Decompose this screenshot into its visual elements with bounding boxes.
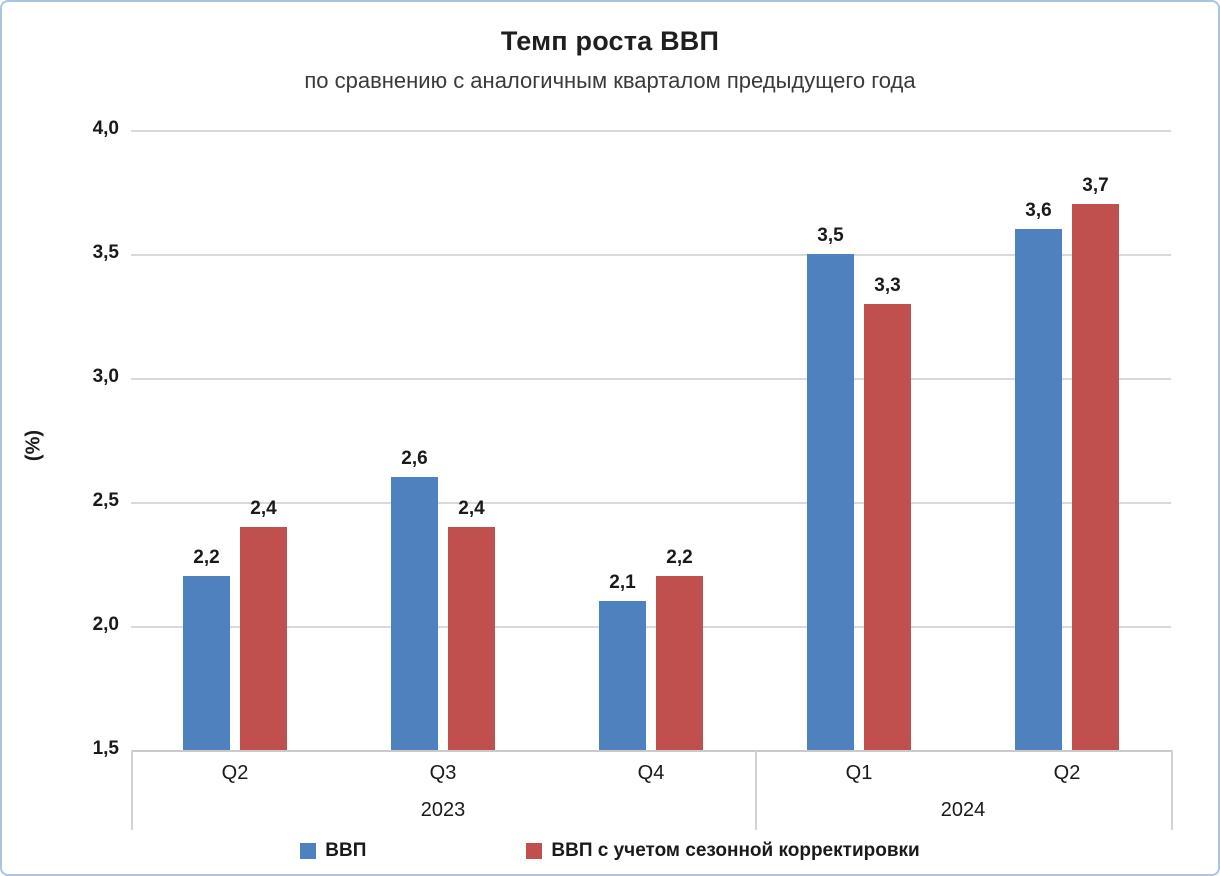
bar-series1-group1: [183, 576, 230, 750]
legend-item-vvp-adjusted: ВВП с учетом сезонной корректировки: [526, 840, 920, 862]
year-label: 2023: [420, 799, 466, 821]
legend-label: ВВП: [325, 840, 367, 861]
bar-value-label: 3,6: [1025, 200, 1052, 222]
category-label: Q2: [221, 762, 249, 784]
bar-value-label: 2,1: [609, 572, 636, 594]
bar-series2-group1: [240, 526, 287, 750]
bar-value-label: 3,7: [1082, 175, 1109, 197]
y-tick-label: 2,0: [92, 614, 119, 635]
category-label: Q1: [845, 762, 873, 784]
year-label: 2024: [940, 799, 986, 821]
bar-series2-group2: [448, 526, 495, 750]
legend-label: ВВП с учетом сезонной корректировки: [551, 840, 920, 861]
category-label: Q4: [637, 762, 665, 784]
y-tick-label: 3,5: [92, 242, 119, 263]
bar-series2-group3: [656, 576, 703, 750]
gridline: [131, 254, 1171, 256]
bar-value-label: 3,3: [874, 274, 901, 296]
y-tick-label: 2,5: [92, 490, 119, 511]
bar-value-label: 2,4: [250, 497, 277, 519]
bar-series1-group2: [391, 477, 438, 750]
y-tick-label: 3,0: [92, 366, 119, 387]
gridline: [131, 378, 1171, 380]
y-tick-label: 4,0: [92, 118, 119, 139]
chart-subtitle: по сравнению с аналогичным кварталом пре…: [304, 68, 916, 93]
legend-marker-square-icon: [300, 843, 317, 859]
bar-value-label: 3,5: [817, 225, 844, 246]
bar-value-label: 2,2: [666, 547, 693, 569]
legend-marker-square-icon: [526, 843, 543, 859]
bar-series2-group5: [1072, 204, 1119, 750]
bar-value-label: 2,4: [458, 497, 485, 519]
gridline: [131, 502, 1171, 504]
legend: ВВП ВВП с учетом сезонной корректировки: [2, 840, 1218, 862]
legend-item-vvp: ВВП: [300, 840, 366, 862]
category-label: Q2: [1053, 762, 1081, 784]
y-axis-title: (%): [22, 429, 45, 462]
category-label: Q3: [429, 762, 457, 784]
axis-separator: [755, 750, 757, 830]
axis-separator: [131, 750, 133, 830]
y-tick-label: 1,5: [92, 738, 119, 759]
x-axis-line: [131, 750, 1171, 752]
chart-title: Темп роста ВВП: [500, 26, 720, 56]
bar-series1-group3: [599, 601, 646, 750]
gridline: [131, 626, 1171, 628]
bar-value-label: 2,2: [193, 547, 220, 569]
bar-value-label: 2,6: [401, 448, 428, 470]
gridline: [131, 130, 1171, 132]
bar-series1-group4: [807, 254, 854, 750]
bar-series2-group4: [864, 303, 911, 750]
axis-separator: [1171, 750, 1173, 830]
bar-series1-group5: [1015, 229, 1062, 750]
